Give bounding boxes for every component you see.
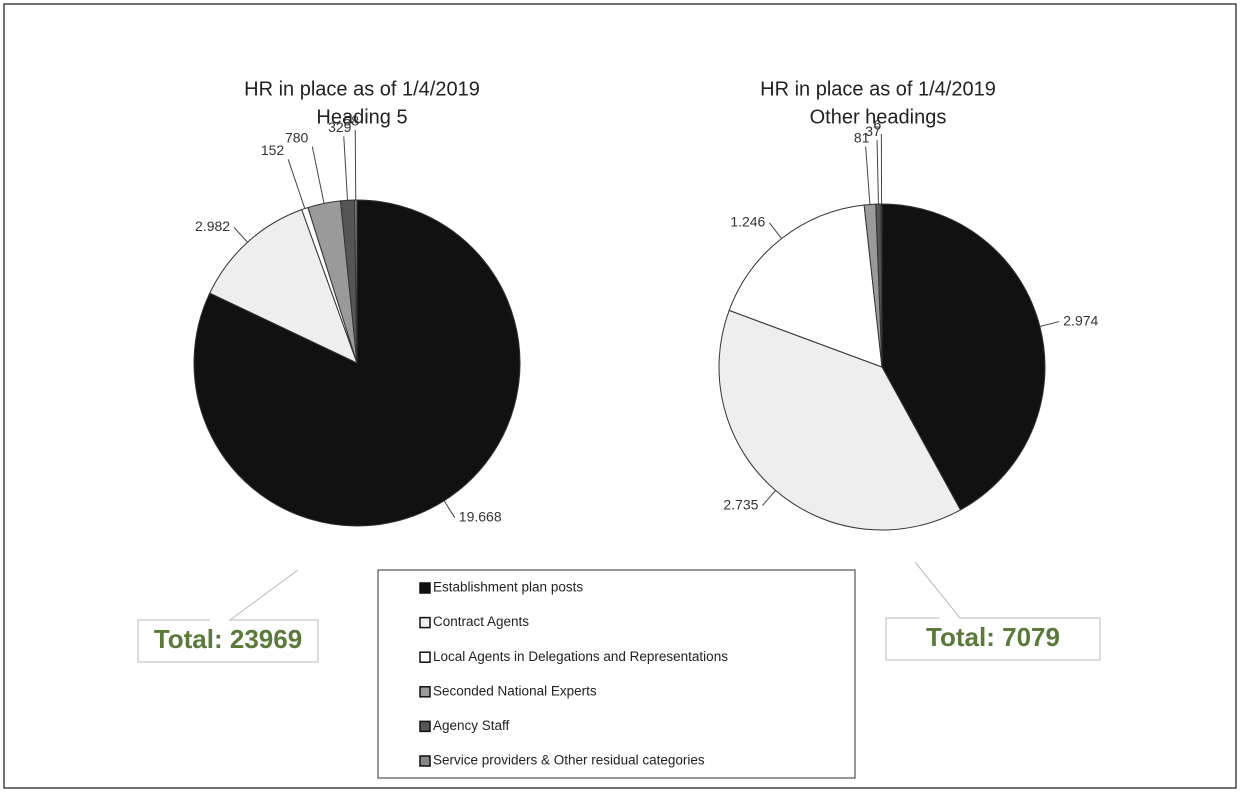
pie-slice (718, 309, 962, 531)
value-label: 37 (865, 123, 881, 139)
value-label: 81 (854, 129, 870, 145)
value-label: 2.735 (723, 496, 758, 512)
value-label: 2.974 (1063, 312, 1098, 328)
pie-slice (354, 199, 358, 364)
leader-line (1039, 321, 1060, 328)
chart-subtitle: Other headings (810, 106, 947, 128)
callout (885, 561, 1101, 661)
legend-swatch (419, 582, 431, 594)
value-label: 780 (285, 129, 309, 145)
pie-slice (209, 209, 358, 364)
value-label: 1.246 (730, 213, 765, 229)
leader-line (311, 146, 325, 204)
legend-label: Agency Staff (433, 718, 510, 733)
chart-title: HR in place as of 1/4/2019 (244, 78, 480, 100)
total-label: Total: 7079 (926, 622, 1060, 652)
legend-label: Local Agents in Delegations and Represen… (433, 649, 728, 664)
chart-subtitle: Heading 5 (316, 106, 407, 128)
callout (137, 569, 319, 663)
value-label: 6 (873, 117, 881, 133)
value-label: 58 (343, 113, 359, 129)
legend-swatch (419, 755, 431, 767)
leader-line (443, 500, 456, 518)
leader-line (762, 490, 776, 506)
leader-line (768, 222, 783, 239)
legend-label: Service providers & Other residual categ… (433, 753, 705, 768)
legend-swatch (419, 720, 431, 733)
legend-swatch (419, 651, 431, 663)
leader-line (876, 140, 879, 205)
chart-title: HR in place as of 1/4/2019 (760, 78, 996, 100)
leader-line (287, 159, 306, 209)
leader-line (233, 227, 248, 243)
leader-line (354, 130, 357, 201)
legend-label: Seconded National Experts (433, 683, 597, 698)
legend-swatch (419, 686, 431, 698)
legend-label: Establishment plan posts (433, 580, 583, 595)
legend-label: Contract Agents (433, 614, 529, 629)
legend-swatch (419, 616, 431, 629)
value-label: 329 (328, 119, 352, 135)
leader-line (865, 146, 871, 205)
value-label: 152 (261, 142, 285, 158)
pie-slice (881, 203, 1046, 511)
value-label: 19.668 (459, 508, 502, 524)
value-label: 2.982 (195, 218, 230, 234)
pie-slice (728, 204, 883, 368)
total-label: Total: 23969 (154, 624, 302, 654)
legend-box (377, 569, 856, 779)
leader-line (343, 136, 348, 201)
